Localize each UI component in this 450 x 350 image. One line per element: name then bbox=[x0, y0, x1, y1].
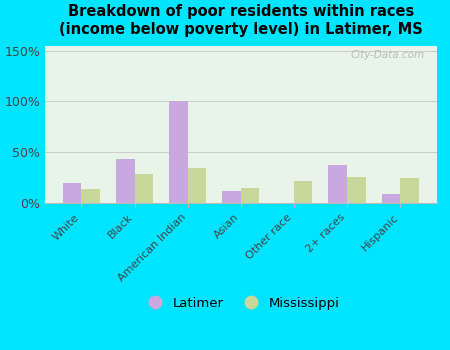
Bar bbox=[294, 181, 312, 203]
Bar bbox=[241, 188, 259, 203]
Legend: Latimer, Mississippi: Latimer, Mississippi bbox=[136, 292, 345, 315]
Bar bbox=[116, 159, 135, 203]
Bar bbox=[169, 102, 188, 203]
Bar bbox=[188, 168, 206, 203]
Bar bbox=[63, 183, 81, 203]
Bar bbox=[81, 189, 100, 203]
Bar bbox=[382, 194, 400, 203]
Bar bbox=[400, 177, 418, 203]
Text: City-Data.com: City-Data.com bbox=[351, 50, 425, 60]
Bar bbox=[222, 191, 241, 203]
Bar bbox=[135, 174, 153, 203]
Bar bbox=[328, 166, 347, 203]
Bar bbox=[347, 177, 365, 203]
Title: Breakdown of poor residents within races
(income below poverty level) in Latimer: Breakdown of poor residents within races… bbox=[59, 4, 423, 37]
